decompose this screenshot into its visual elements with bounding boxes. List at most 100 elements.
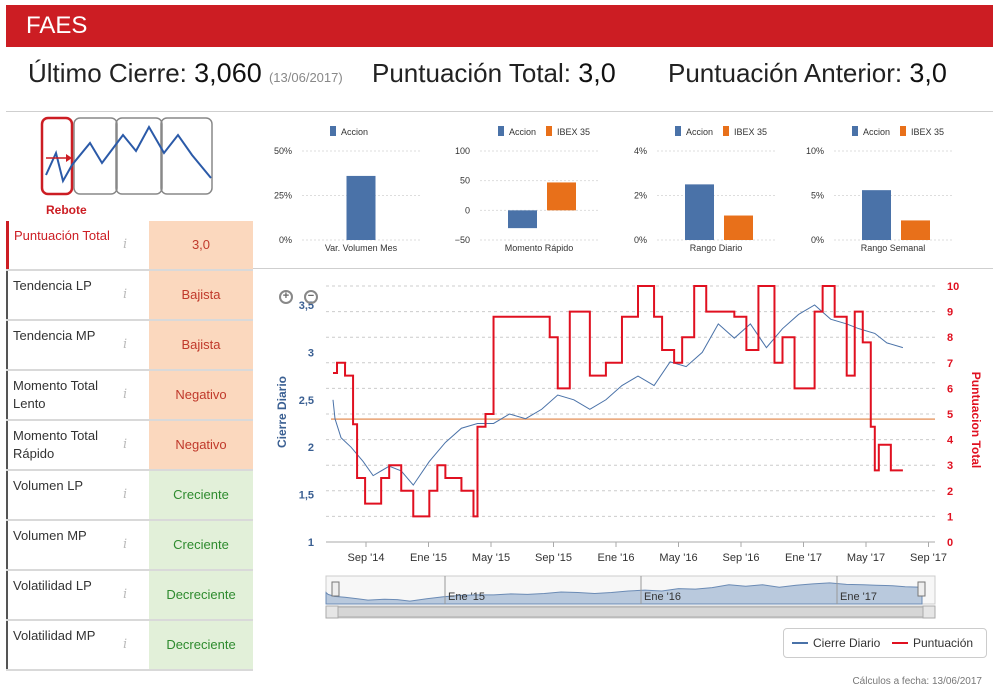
y2-tick-label: 1: [947, 511, 953, 523]
tick-label: 2%: [634, 191, 647, 201]
tick-label: 0%: [634, 235, 647, 245]
info-icon[interactable]: i: [123, 437, 128, 452]
legend-swatch: [723, 126, 730, 136]
tick-label: 100: [455, 146, 470, 156]
legend-swatch: [900, 126, 907, 136]
mini-legend-item[interactable]: IBEX 35: [546, 126, 590, 137]
zoom-out-icon[interactable]: −: [304, 290, 318, 304]
rebound-pattern-icon: [40, 116, 213, 196]
indicator-value: Decreciente: [149, 571, 253, 619]
total-score-value: 3,0: [578, 58, 616, 88]
info-icon[interactable]: i: [123, 237, 128, 252]
indicator-value: Negativo: [149, 421, 253, 469]
mini-legend: Accion IBEX 35: [498, 126, 600, 137]
info-icon[interactable]: i: [123, 637, 128, 652]
x-tick-label: Ene '17: [785, 552, 822, 564]
legend-swatch: [546, 126, 553, 136]
indicator-value: Decreciente: [149, 621, 253, 669]
mini-legend-item[interactable]: Accion: [330, 126, 368, 137]
y-tick-label: 3: [308, 347, 314, 359]
indicator-row: Volumen MP i Creciente: [6, 521, 253, 571]
mini-legend-item[interactable]: Accion: [675, 126, 713, 137]
info-icon[interactable]: i: [123, 337, 128, 352]
tick-label: 0: [465, 205, 470, 215]
indicator-value: Creciente: [149, 521, 253, 569]
info-icon[interactable]: i: [123, 487, 128, 502]
navigator-area: [325, 582, 923, 605]
x-tick-label: Ene '15: [410, 552, 447, 564]
x-tick-label: May '15: [472, 552, 510, 564]
bar-accion[interactable]: [346, 175, 376, 240]
scroll-right-button[interactable]: [922, 605, 936, 619]
tick-label: 25%: [274, 191, 292, 201]
indicator-row: Tendencia MP i Bajista: [6, 321, 253, 371]
legend-swatch: [498, 126, 504, 136]
mini-legend-item[interactable]: IBEX 35: [723, 126, 767, 137]
info-icon[interactable]: i: [123, 387, 128, 402]
main-chart: 1 1,5 2 2,5 3 3,5 0 1 2 3 4 5 6 7 8 9 10 Cierre Diario Pun…: [268, 280, 998, 622]
indicator-name: Puntuación Total: [6, 221, 116, 269]
bar-accion[interactable]: [862, 190, 891, 240]
navigator-label: Ene '15: [448, 591, 485, 603]
y-tick-label: 1: [308, 537, 314, 549]
y-axis-title: Cierre Diario: [275, 376, 289, 448]
mini-legend: Accion IBEX 35: [675, 126, 777, 137]
bar-ibex[interactable]: [724, 215, 753, 240]
scrollbar-thumb[interactable]: [337, 606, 924, 618]
bar-ibex[interactable]: [547, 182, 576, 211]
indicator-value: Bajista: [149, 321, 253, 369]
bar-accion[interactable]: [685, 184, 714, 240]
mini-legend-item[interactable]: Accion: [852, 126, 890, 137]
indicator-row: Tendencia LP i Bajista: [6, 271, 253, 321]
indicator-name: Tendencia MP: [6, 321, 116, 369]
mini-chart: Accion 50% 25% 0% Var. Volumen Mes: [270, 120, 435, 260]
info-icon[interactable]: i: [123, 587, 128, 602]
y2-tick-label: 6: [947, 383, 953, 395]
navigator-handle-left[interactable]: [331, 581, 340, 597]
series-puntuacion[interactable]: [333, 285, 903, 518]
legend-item-score[interactable]: Puntuación: [892, 636, 973, 650]
indicator-name: Momento Total Lento: [6, 371, 116, 419]
tick-label: 50%: [274, 146, 292, 156]
indicator-row: Puntuación Total i 3,0: [6, 221, 253, 271]
indicator-row: Momento Total Lento i Negativo: [6, 371, 253, 421]
scroll-left-button[interactable]: [325, 605, 339, 619]
x-tick-label: Sep '14: [348, 552, 385, 564]
mini-chart-title: Momento Rápido: [505, 243, 574, 253]
pattern-panel: Rebote: [6, 113, 252, 220]
indicator-value: Creciente: [149, 471, 253, 519]
pattern-label: Rebote: [46, 203, 87, 217]
divider: [6, 111, 993, 112]
y2-tick-label: 8: [947, 332, 953, 344]
indicator-row: Volatilidad LP i Decreciente: [6, 571, 253, 621]
series-cierre-diario[interactable]: [332, 304, 904, 486]
y-tick-label: 1,5: [299, 490, 314, 502]
calc-date: Cálculos a fecha: 13/06/2017: [852, 676, 982, 687]
mini-legend-item[interactable]: IBEX 35: [900, 126, 944, 137]
indicator-value: Negativo: [149, 371, 253, 419]
indicator-row: Volumen LP i Creciente: [6, 471, 253, 521]
bar-accion[interactable]: [508, 210, 537, 229]
mini-bar-svg: 4% 2% 0% Rango Diario: [634, 146, 775, 253]
tick-label: 5%: [811, 191, 824, 201]
indicator-row: Momento Total Rápido i Negativo: [6, 421, 253, 471]
indicator-name: Tendencia LP: [6, 271, 116, 319]
zoom-in-icon[interactable]: +: [279, 290, 293, 304]
info-icon[interactable]: i: [123, 287, 128, 302]
summary-bar: Último Cierre: 3,060 (13/06/2017) Puntua…: [0, 58, 998, 108]
tick-label: −50: [455, 235, 470, 245]
bar-ibex[interactable]: [901, 220, 930, 240]
legend-item-price[interactable]: Cierre Diario: [792, 636, 880, 650]
navigator-label: Ene '17: [840, 591, 877, 603]
divider: [253, 268, 993, 269]
app-header: FAES: [6, 5, 993, 47]
legend-line-score: [892, 642, 908, 644]
mini-legend: Accion IBEX 35: [852, 126, 954, 137]
mini-legend-item[interactable]: Accion: [498, 126, 536, 137]
info-icon[interactable]: i: [123, 537, 128, 552]
last-close: Último Cierre: 3,060 (13/06/2017): [28, 58, 343, 88]
navigator-handle-right[interactable]: [917, 581, 926, 597]
mini-chart: Accion IBEX 35 100 50 0 −50 Momento Rápido: [448, 120, 613, 260]
y-tick-label: 2,5: [299, 395, 314, 407]
